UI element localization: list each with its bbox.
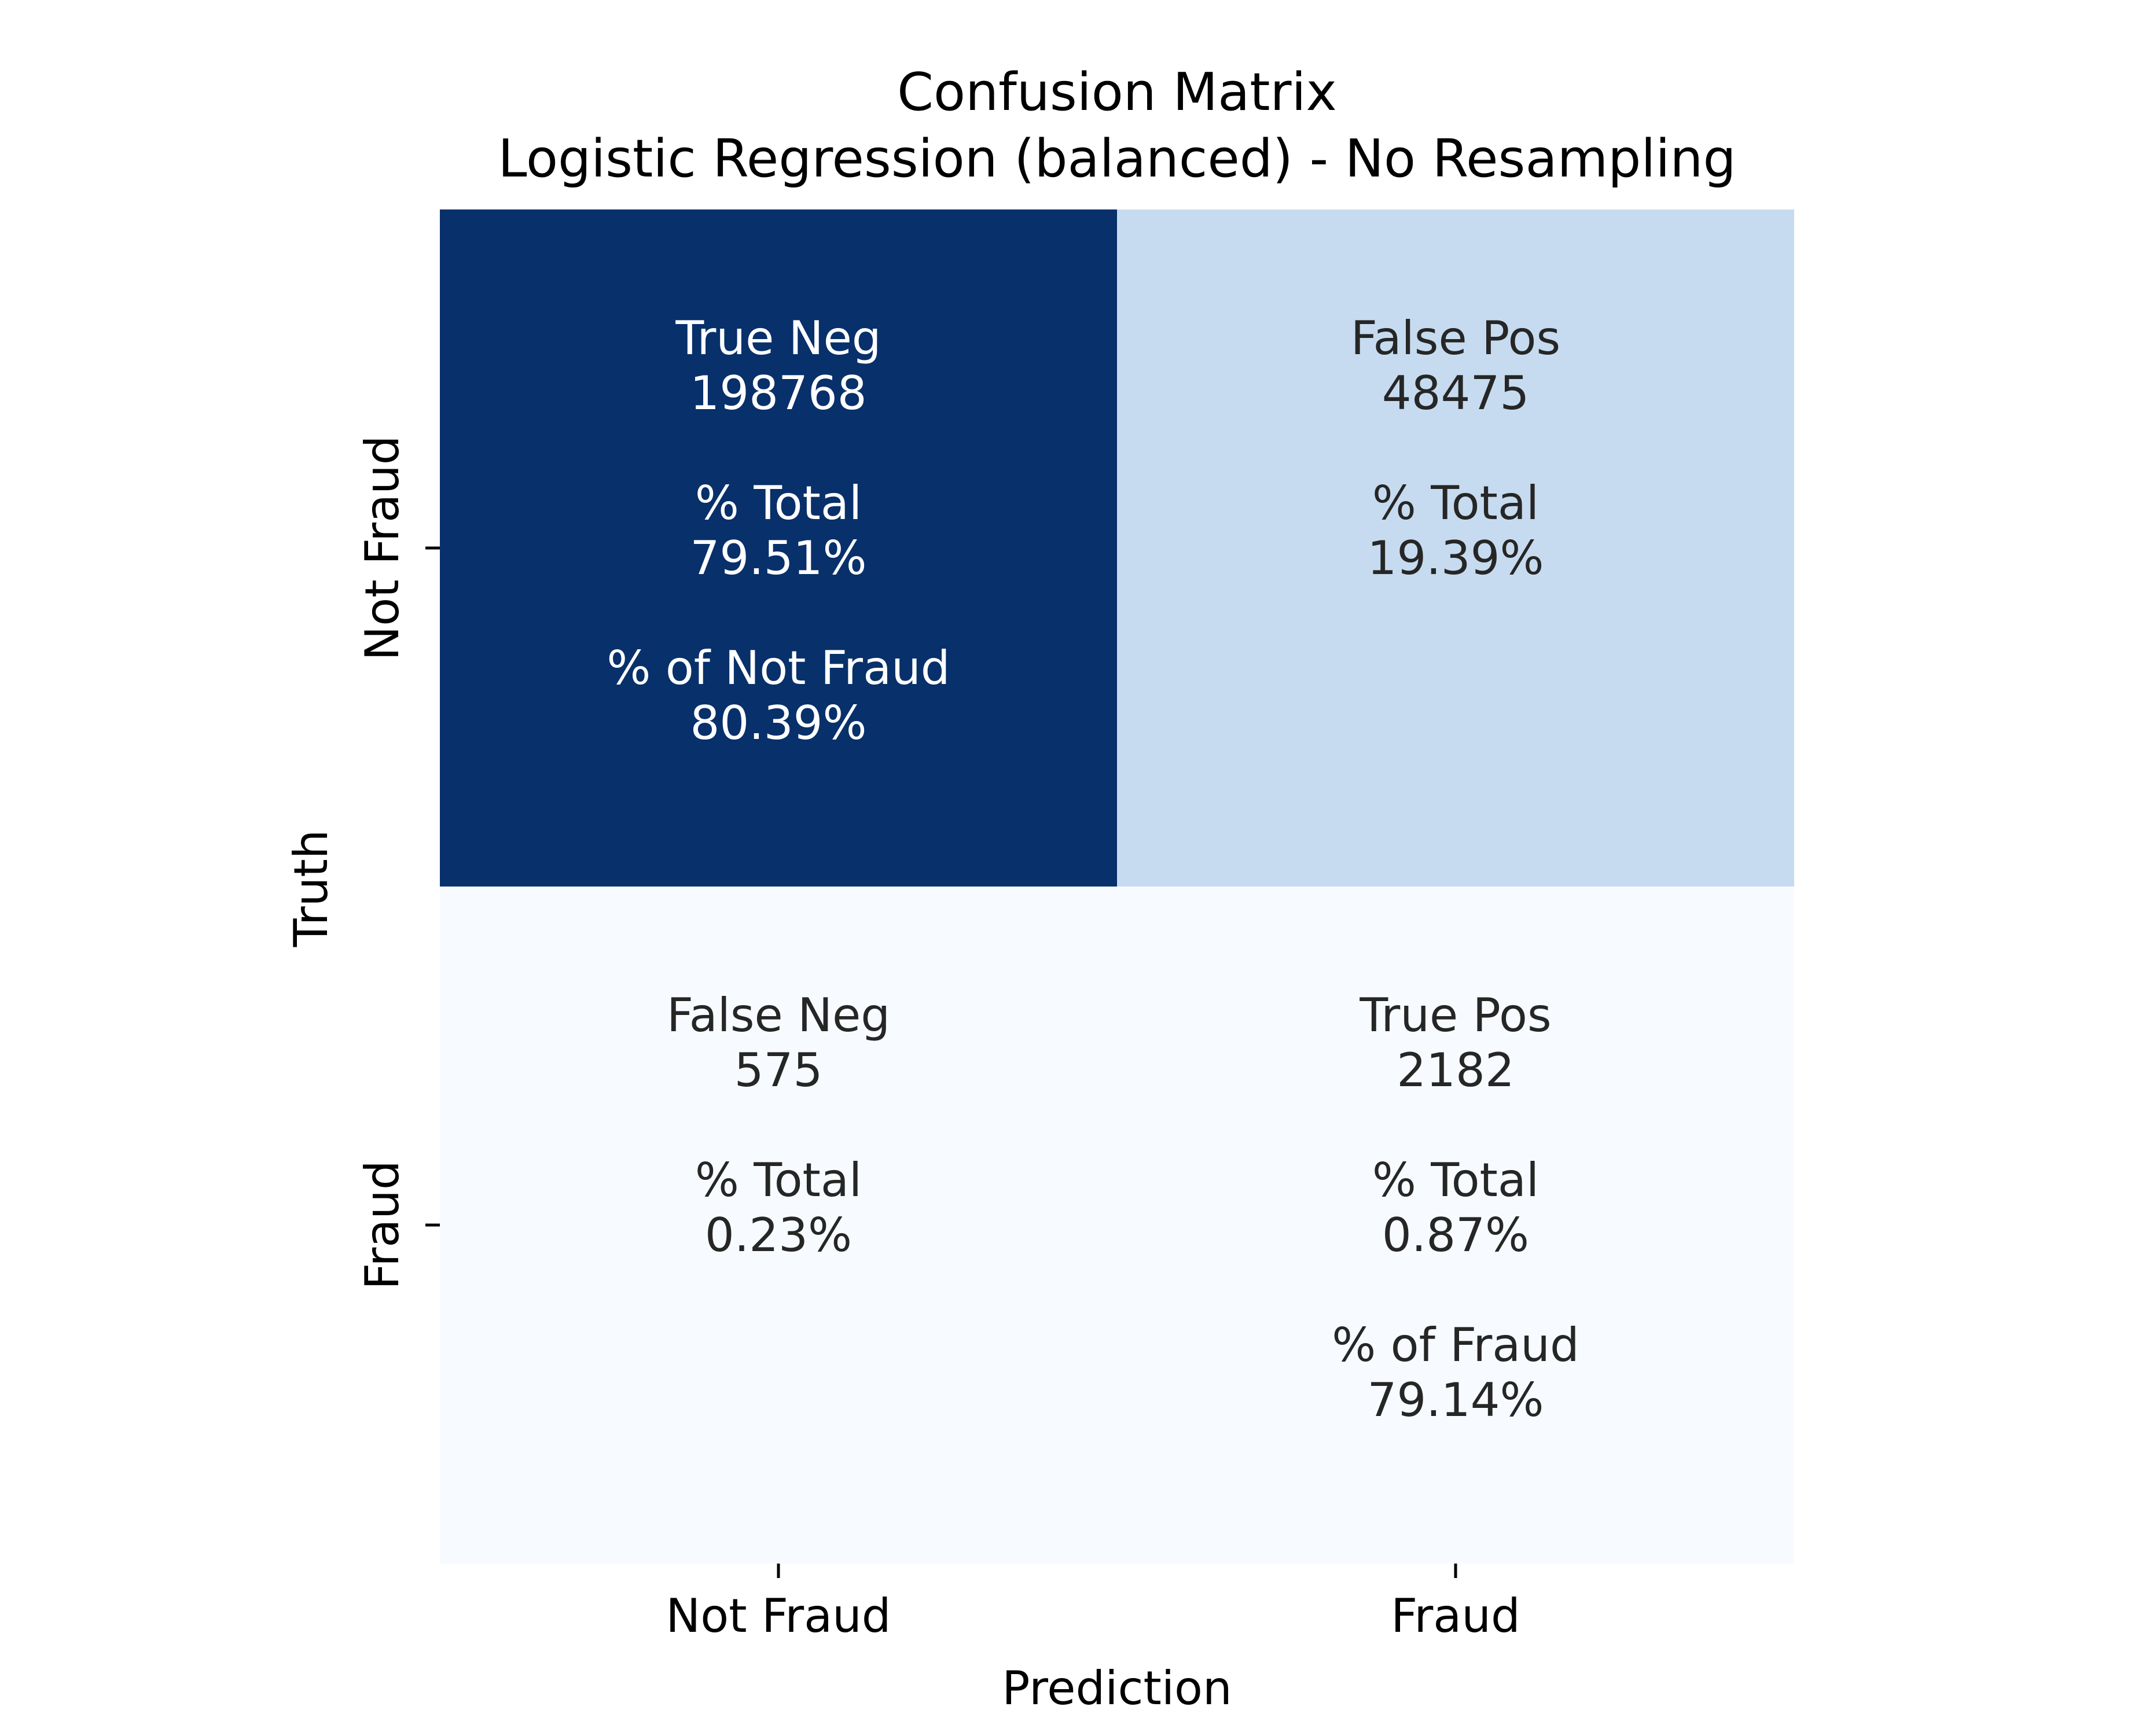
cell-label: True Neg [675, 311, 881, 365]
chart-title: Confusion Matrix [897, 62, 1337, 123]
matrix-cell-rect [1117, 887, 1794, 1564]
cell-label: True Pos [1359, 988, 1551, 1042]
matrix-cell-rect [1117, 209, 1794, 887]
y-tick-label: Not Fraud [355, 435, 409, 660]
matrix-cell-rect [440, 209, 1117, 887]
cell-total-pct: 79.51% [690, 531, 866, 585]
cell-class-label: % of Fraud [1332, 1318, 1579, 1372]
cell-count: 198768 [690, 366, 866, 420]
y-tick-label: Fraud [355, 1160, 409, 1290]
chart-subtitle: Logistic Regression (balanced) - No Resa… [498, 128, 1736, 189]
x-tick-label: Not Fraud [666, 1589, 891, 1643]
y-axis-label: Truth [284, 830, 338, 948]
cell-label: False Pos [1351, 311, 1560, 365]
cell-total-pct: 0.23% [705, 1208, 852, 1262]
cell-count: 48475 [1382, 366, 1530, 420]
x-axis-label: Prediction [1002, 1661, 1232, 1715]
cell-class-pct: 79.14% [1367, 1373, 1544, 1427]
cell-total-label: % Total [1372, 476, 1539, 530]
cell-total-label: % Total [695, 1153, 862, 1207]
cell-class-label: % of Not Fraud [607, 641, 950, 695]
chart-title-group: Confusion Matrix Logistic Regression (ba… [498, 62, 1736, 189]
x-tick-label: Fraud [1391, 1589, 1520, 1643]
cell-total-label: % Total [1372, 1153, 1539, 1207]
cell-count: 2182 [1397, 1043, 1515, 1097]
cell-total-pct: 19.39% [1367, 531, 1544, 585]
matrix-cell-rect [440, 887, 1117, 1564]
cell-class-pct: 80.39% [690, 696, 866, 750]
cell-label: False Neg [667, 988, 890, 1042]
cell-total-pct: 0.87% [1382, 1208, 1529, 1262]
cell-total-label: % Total [695, 476, 862, 530]
heatmap-axes: Not Fraud Fraud Not Fraud Fraud [355, 435, 1520, 1643]
cell-count: 575 [734, 1043, 823, 1097]
